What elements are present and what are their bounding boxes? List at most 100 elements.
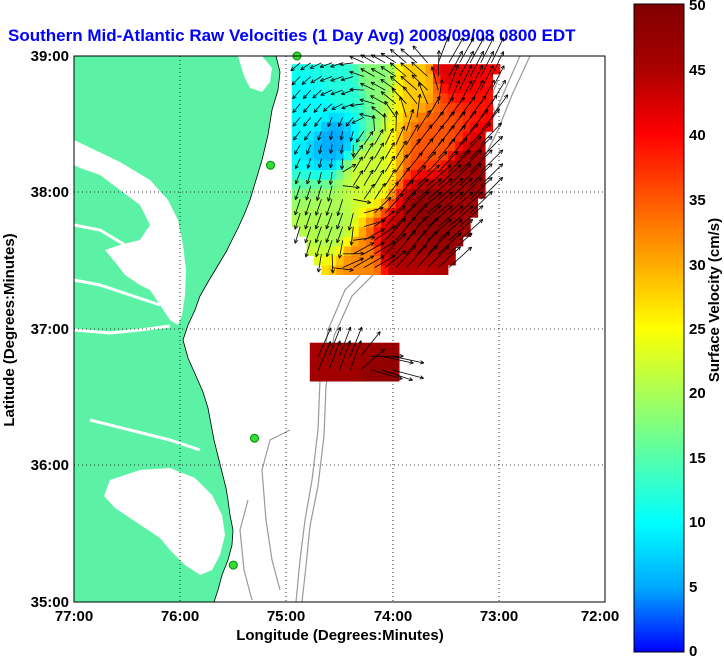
velocity-cell	[440, 265, 448, 275]
velocity-cell	[388, 93, 396, 103]
velocity-cell	[307, 131, 315, 141]
velocity-cell	[351, 74, 359, 84]
velocity-cell	[359, 236, 367, 246]
velocity-cell	[336, 179, 344, 189]
velocity-cell	[344, 160, 352, 170]
velocity-cell	[418, 255, 426, 265]
velocity-cell	[299, 160, 307, 170]
velocity-cell	[440, 198, 448, 208]
velocity-cell	[329, 112, 337, 122]
velocity-cell	[433, 102, 441, 112]
colorbar-ticks: 50 45 40 35 30 25 20 15 10 5 0	[689, 0, 706, 659]
velocity-cell	[366, 208, 374, 218]
velocity-cell	[321, 169, 329, 179]
velocity-cell	[374, 160, 382, 170]
arrow-head	[305, 225, 306, 229]
velocity-cell	[366, 265, 374, 275]
velocity-cell	[321, 227, 329, 237]
velocity-cell	[374, 141, 382, 151]
arrow-head	[331, 67, 335, 68]
velocity-cell	[314, 93, 322, 103]
velocity-cell	[329, 208, 337, 218]
velocity-cell	[411, 255, 419, 265]
arrow-head	[305, 239, 306, 243]
arrow-head	[305, 211, 306, 215]
velocity-cell	[411, 131, 419, 141]
velocity-cell	[411, 64, 419, 74]
velocity-cell	[344, 188, 352, 198]
velocity-cell	[321, 255, 329, 265]
velocity-cell	[329, 236, 337, 246]
arrow-head	[295, 196, 296, 200]
x-tick-label: 76:00	[161, 608, 199, 625]
velocity-cell	[299, 112, 307, 122]
velocity-cell	[485, 122, 493, 132]
arrow-head	[337, 225, 338, 229]
velocity-cell	[321, 246, 329, 256]
velocity-cell	[374, 227, 382, 237]
velocity-cell	[388, 150, 396, 160]
velocity-cell	[321, 179, 329, 189]
velocity-cell	[354, 362, 362, 372]
velocity-cell	[317, 371, 325, 381]
velocity-cell	[344, 246, 352, 256]
velocity-cell	[359, 227, 367, 237]
velocity-cell	[448, 102, 456, 112]
velocity-cell	[396, 112, 404, 122]
colorbar-tick-label: 45	[689, 62, 706, 79]
velocity-cell	[366, 122, 374, 132]
velocity-cell	[299, 208, 307, 218]
velocity-cell	[374, 265, 382, 275]
colorbar-tick-label: 10	[689, 514, 706, 531]
velocity-cell	[332, 371, 340, 381]
velocity-cell	[299, 83, 307, 93]
velocity-cell	[329, 122, 337, 132]
velocity-cell	[418, 112, 426, 122]
velocity-cell	[310, 371, 318, 381]
velocity-cell	[455, 227, 463, 237]
velocity-cell	[359, 83, 367, 93]
velocity-cell	[403, 227, 411, 237]
velocity-cell	[381, 188, 389, 198]
velocity-cell	[321, 112, 329, 122]
y-axis-ticks: 39:00 38:00 37:00 36:00 35:00	[31, 48, 69, 611]
velocity-cell	[307, 169, 315, 179]
velocity-cell	[344, 236, 352, 246]
velocity-cell	[307, 188, 315, 198]
velocity-cell	[299, 179, 307, 189]
velocity-cell	[384, 362, 392, 372]
velocity-cell	[325, 371, 333, 381]
velocity-cell	[426, 83, 434, 93]
velocity-cell	[384, 343, 392, 353]
velocity-cell	[351, 188, 359, 198]
velocity-cell	[321, 131, 329, 141]
velocity-cell	[374, 198, 382, 208]
velocity-cell	[418, 102, 426, 112]
y-tick-label: 35:00	[31, 594, 69, 611]
velocity-cell	[336, 188, 344, 198]
x-tick-label: 72:00	[581, 608, 619, 625]
velocity-cell	[374, 64, 382, 74]
velocity-cell	[336, 169, 344, 179]
velocity-cell	[426, 236, 434, 246]
velocity-cell	[433, 141, 441, 151]
velocity-cell	[377, 352, 385, 362]
velocity-cell	[470, 141, 478, 151]
velocity-cell	[321, 217, 329, 227]
velocity-cell	[369, 352, 377, 362]
colorbar-tick-label: 35	[689, 192, 706, 209]
velocity-cell	[336, 265, 344, 275]
y-axis-label: Latitude (Degrees:Minutes)	[1, 233, 18, 426]
velocity-cell	[329, 169, 337, 179]
velocity-cell	[336, 112, 344, 122]
velocity-cell	[292, 169, 300, 179]
arrow-head	[326, 211, 327, 215]
velocity-cell	[310, 352, 318, 362]
velocity-cell	[381, 265, 389, 275]
arrow-head	[326, 253, 327, 257]
y-tick-label: 38:00	[31, 184, 69, 201]
velocity-cell	[299, 169, 307, 179]
velocity-cell	[369, 371, 377, 381]
velocity-cell	[321, 150, 329, 160]
arrow-head	[307, 165, 308, 169]
